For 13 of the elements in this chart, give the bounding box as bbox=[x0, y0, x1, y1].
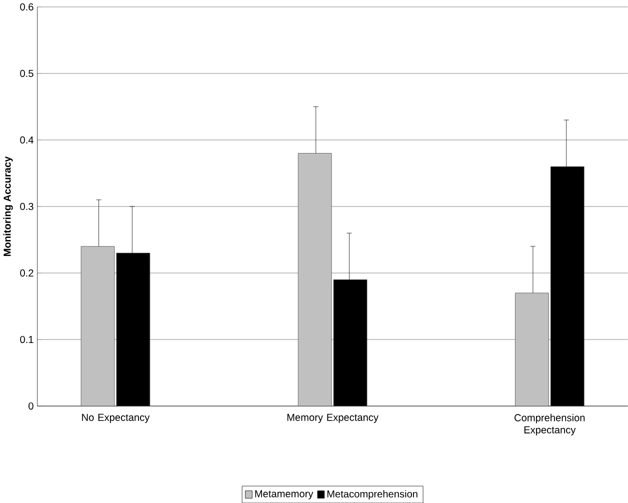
legend-label: Metacomprehension bbox=[327, 490, 418, 500]
y-tick-label: 0 bbox=[28, 402, 34, 410]
x-tick-label: No Expectancy bbox=[82, 414, 150, 423]
y-axis-title: Monitoring Accuracy bbox=[3, 156, 13, 256]
y-tick-label: 0.1 bbox=[20, 336, 34, 344]
y-tick-label: 0.4 bbox=[20, 136, 34, 144]
y-tick-label: 0.6 bbox=[20, 3, 34, 10]
x-tick-label: Comprehension Expectancy bbox=[514, 414, 585, 436]
y-tick-label: 0.2 bbox=[20, 269, 34, 276]
y-tick-label: 0.3 bbox=[20, 202, 34, 210]
y-tick-label: 0.5 bbox=[20, 70, 34, 77]
legend-label: Metamemory bbox=[255, 490, 314, 500]
x-tick-label: Memory Expectancy bbox=[287, 414, 379, 423]
